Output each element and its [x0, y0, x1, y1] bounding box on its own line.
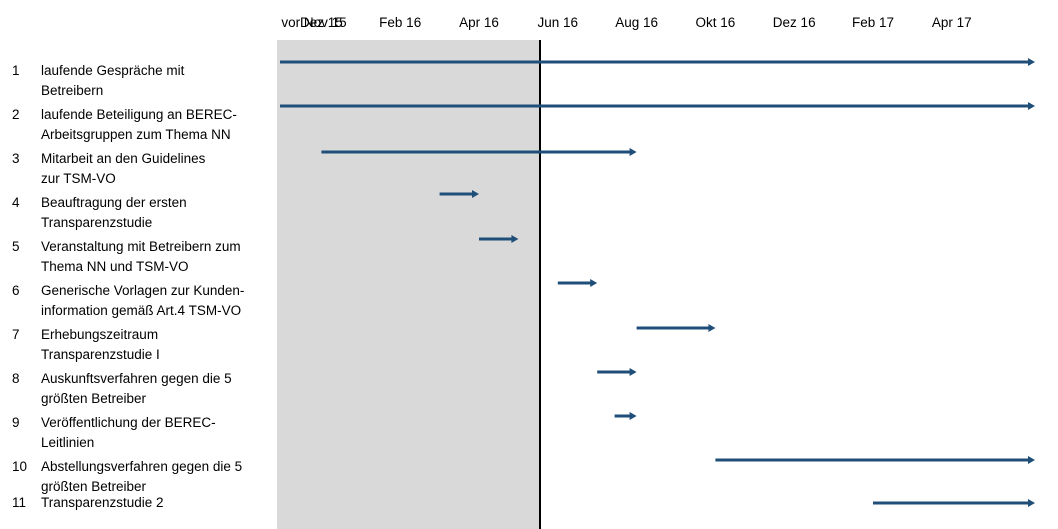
x-tick-label: Dez 16: [772, 15, 816, 30]
task-number: 1: [12, 63, 20, 78]
task-number: 11: [12, 495, 27, 510]
task-label: Auskunftsverfahren gegen die 5 größten B…: [41, 371, 232, 406]
x-tick-label: Aug 16: [615, 15, 658, 30]
task-number: 3: [12, 151, 20, 166]
x-tick-label: Apr 17: [931, 15, 972, 30]
task-bar: [439, 190, 479, 198]
task-number: 8: [12, 371, 20, 386]
task-number: 5: [12, 239, 20, 254]
task-label: laufende Gespräche mit Betreibern: [41, 63, 185, 98]
task-label: Erhebungszeitraum Transparenzstudie I: [41, 327, 160, 362]
x-tick-label: Apr 16: [459, 15, 499, 30]
task-bar: [614, 412, 637, 420]
task-bar: [873, 499, 1035, 507]
x-tick-label: Feb 17: [851, 15, 895, 30]
task-bar: [636, 324, 716, 332]
task-number: 7: [12, 327, 20, 342]
task-bar: [557, 279, 598, 287]
task-bar: [280, 102, 1035, 110]
task-label: laufende Beteiligung an BEREC- Arbeitsgr…: [41, 107, 237, 142]
task-number: 10: [12, 459, 28, 474]
task-number: 2: [12, 107, 20, 122]
task-bar: [321, 148, 637, 156]
task-label: Veranstaltung mit Betreibern zum Thema N…: [41, 239, 241, 274]
task-label: Veröffentlichung der BEREC- Leitlinien: [41, 415, 216, 450]
task-label: Generische Vorlagen zur Kunden- informat…: [41, 283, 245, 318]
task-bar: [597, 368, 637, 376]
task-bar: [715, 456, 1035, 464]
past-period-shading: [277, 40, 540, 529]
task-bar: [280, 58, 1035, 66]
task-label: Transparenzstudie 2: [41, 495, 164, 510]
task-label: Mitarbeit an den Guidelines zur TSM-VO: [41, 151, 206, 186]
task-number: 9: [12, 415, 20, 430]
x-tick-label: Feb 16: [379, 15, 422, 30]
task-number: 4: [12, 195, 20, 210]
x-tick-label: Okt 16: [695, 15, 736, 30]
task-label: Beauftragung der ersten Transparenzstudi…: [41, 195, 187, 230]
x-tick-label: Jun 16: [537, 15, 579, 30]
x-tick-label: Dez 15: [300, 15, 343, 30]
x-tick-label: vor Nov 15: [281, 15, 347, 30]
task-label: Abstellungsverfahren gegen die 5 größten…: [41, 459, 243, 494]
task-number: 6: [12, 283, 20, 298]
task-bar: [479, 235, 519, 243]
